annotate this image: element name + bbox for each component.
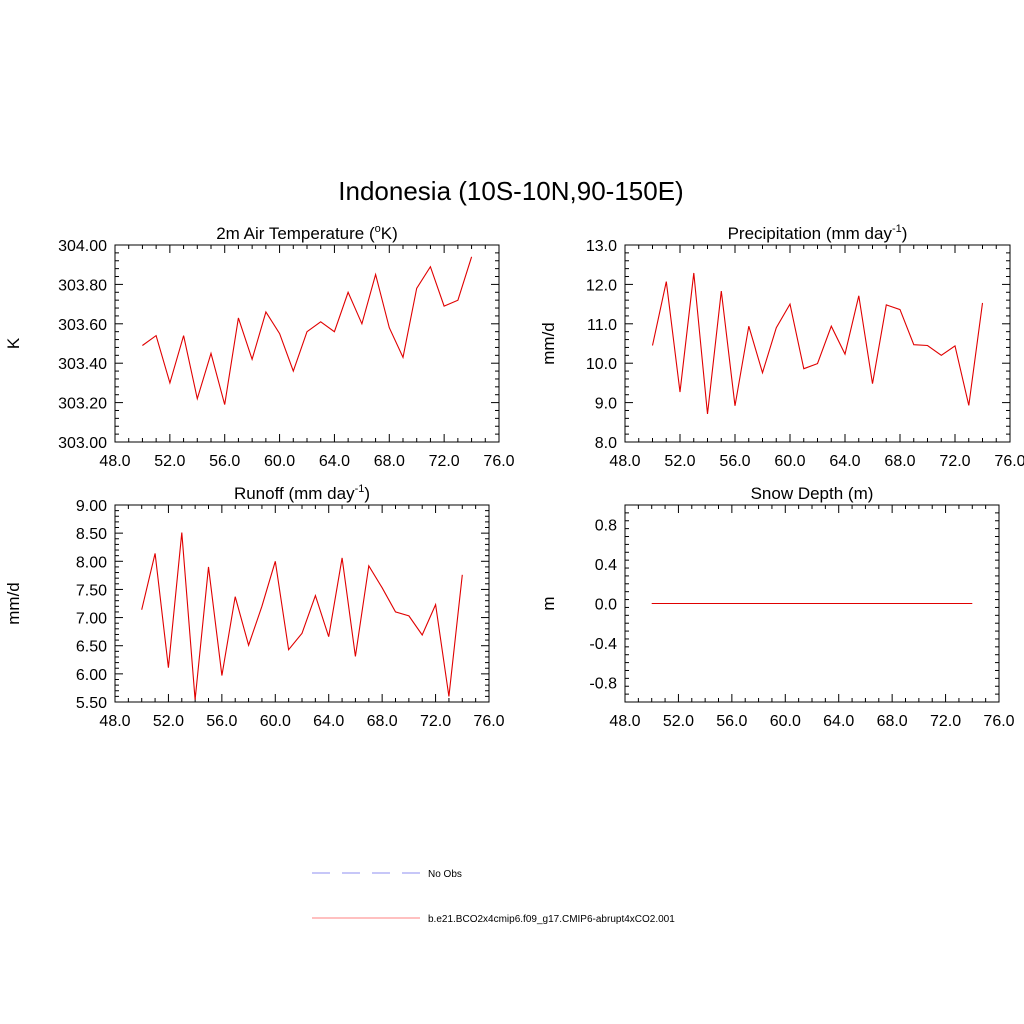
y-tick-label: 303.00 bbox=[58, 435, 107, 452]
y-tick-label: 5.50 bbox=[76, 695, 107, 712]
x-tick-label: 76.0 bbox=[483, 453, 514, 470]
panel-title: 2m Air Temperature (oK) bbox=[216, 223, 398, 243]
panel-title: Precipitation (mm day-1) bbox=[728, 223, 908, 243]
x-tick-label: 64.0 bbox=[319, 453, 350, 470]
y-axis-label: K bbox=[4, 337, 23, 349]
x-tick-label: 56.0 bbox=[719, 453, 750, 470]
y-tick-label: 7.50 bbox=[76, 582, 107, 599]
x-tick-label: 68.0 bbox=[877, 713, 908, 730]
x-tick-label: 56.0 bbox=[209, 453, 240, 470]
y-tick-label: 303.80 bbox=[58, 277, 107, 294]
x-tick-label: 64.0 bbox=[313, 713, 344, 730]
x-tick-label: 64.0 bbox=[823, 713, 854, 730]
x-tick-label: 52.0 bbox=[153, 713, 184, 730]
x-tick-label: 72.0 bbox=[420, 713, 451, 730]
y-tick-label: 8.50 bbox=[76, 526, 107, 543]
legend-label-2: b.e21.BCO2x4cmip6.f09_g17.CMIP6-abrupt4x… bbox=[428, 914, 675, 925]
x-tick-label: 60.0 bbox=[260, 713, 291, 730]
panel-title: Runoff (mm day-1) bbox=[234, 483, 370, 503]
y-tick-label: -0.8 bbox=[589, 675, 617, 692]
x-tick-label: 48.0 bbox=[609, 713, 640, 730]
x-tick-label: 48.0 bbox=[609, 453, 640, 470]
x-tick-label: 60.0 bbox=[264, 453, 295, 470]
y-tick-label: 9.0 bbox=[595, 396, 617, 413]
y-tick-label: 10.0 bbox=[586, 356, 617, 373]
x-tick-label: 64.0 bbox=[829, 453, 860, 470]
x-tick-label: 76.0 bbox=[983, 713, 1014, 730]
x-tick-label: 60.0 bbox=[770, 713, 801, 730]
y-tick-label: 0.0 bbox=[595, 597, 617, 614]
y-tick-label: 7.00 bbox=[76, 611, 107, 628]
panels: 48.0 52.0 56.0 60.0 64.0 68.0 72.0 76.0 303.00 30… bbox=[4, 223, 1024, 730]
legend: No Obs b.e21.BCO2x4cmip6.f09_g17.CMIP6-ab… bbox=[312, 869, 675, 925]
panel-4: 48.0 52.0 56.0 60.0 64.0 68.0 72.0 76.0 -0.8 -0.4… bbox=[539, 484, 1015, 730]
y-tick-label: 0.4 bbox=[595, 557, 617, 574]
y-tick-label: 9.00 bbox=[76, 498, 107, 515]
series-line bbox=[651, 272, 984, 415]
y-tick-label: 11.0 bbox=[587, 317, 617, 334]
y-axis-label: mm/d bbox=[539, 322, 558, 365]
x-tick-label: 56.0 bbox=[206, 713, 237, 730]
series-line bbox=[141, 532, 463, 700]
x-tick-label: 72.0 bbox=[930, 713, 961, 730]
y-tick-label: 0.8 bbox=[595, 518, 617, 535]
x-tick-label: 52.0 bbox=[663, 713, 694, 730]
figure-title: Indonesia (10S-10N,90-150E) bbox=[338, 176, 683, 206]
y-axis-label: mm/d bbox=[4, 582, 23, 625]
y-tick-label: 8.00 bbox=[76, 554, 107, 571]
y-tick-label: 8.0 bbox=[595, 435, 617, 452]
x-tick-label: 48.0 bbox=[99, 713, 130, 730]
x-tick-label: 60.0 bbox=[774, 453, 805, 470]
x-tick-label: 72.0 bbox=[939, 453, 970, 470]
x-tick-label: 68.0 bbox=[884, 453, 915, 470]
panel-1: 48.0 52.0 56.0 60.0 64.0 68.0 72.0 76.0 303.00 30… bbox=[4, 223, 515, 470]
x-tick-label: 76.0 bbox=[473, 713, 504, 730]
y-tick-label: 303.40 bbox=[58, 356, 107, 373]
legend-label-1: No Obs bbox=[428, 869, 462, 880]
x-tick-label: 56.0 bbox=[716, 713, 747, 730]
y-tick-label: 6.00 bbox=[76, 667, 107, 684]
x-tick-label: 68.0 bbox=[367, 713, 398, 730]
x-tick-label: 52.0 bbox=[664, 453, 695, 470]
y-tick-label: 303.60 bbox=[58, 317, 107, 334]
panel-2: 48.0 52.0 56.0 60.0 64.0 68.0 72.0 76.0 8.0 9.0 10… bbox=[539, 223, 1024, 470]
plot-frame bbox=[114, 504, 490, 703]
y-tick-label: 304.00 bbox=[58, 238, 107, 255]
series-line bbox=[142, 256, 473, 405]
y-tick-label: 12.0 bbox=[586, 277, 617, 294]
x-tick-label: 76.0 bbox=[994, 453, 1024, 470]
y-axis-label: m bbox=[539, 596, 558, 610]
x-tick-label: 68.0 bbox=[374, 453, 405, 470]
x-tick-label: 48.0 bbox=[99, 453, 130, 470]
plot-frame bbox=[624, 244, 1011, 443]
x-tick-label: 52.0 bbox=[154, 453, 185, 470]
y-tick-label: 6.50 bbox=[76, 639, 107, 656]
panel-3: 48.0 52.0 56.0 60.0 64.0 68.0 72.0 76.0 5.50 6.00… bbox=[4, 483, 505, 730]
y-tick-label: -0.4 bbox=[589, 636, 617, 653]
y-tick-label: 303.20 bbox=[58, 396, 107, 413]
y-tick-label: 13.0 bbox=[586, 238, 617, 255]
x-tick-label: 72.0 bbox=[429, 453, 460, 470]
plot-frame bbox=[114, 244, 500, 443]
panel-title: Snow Depth (m) bbox=[751, 484, 874, 503]
